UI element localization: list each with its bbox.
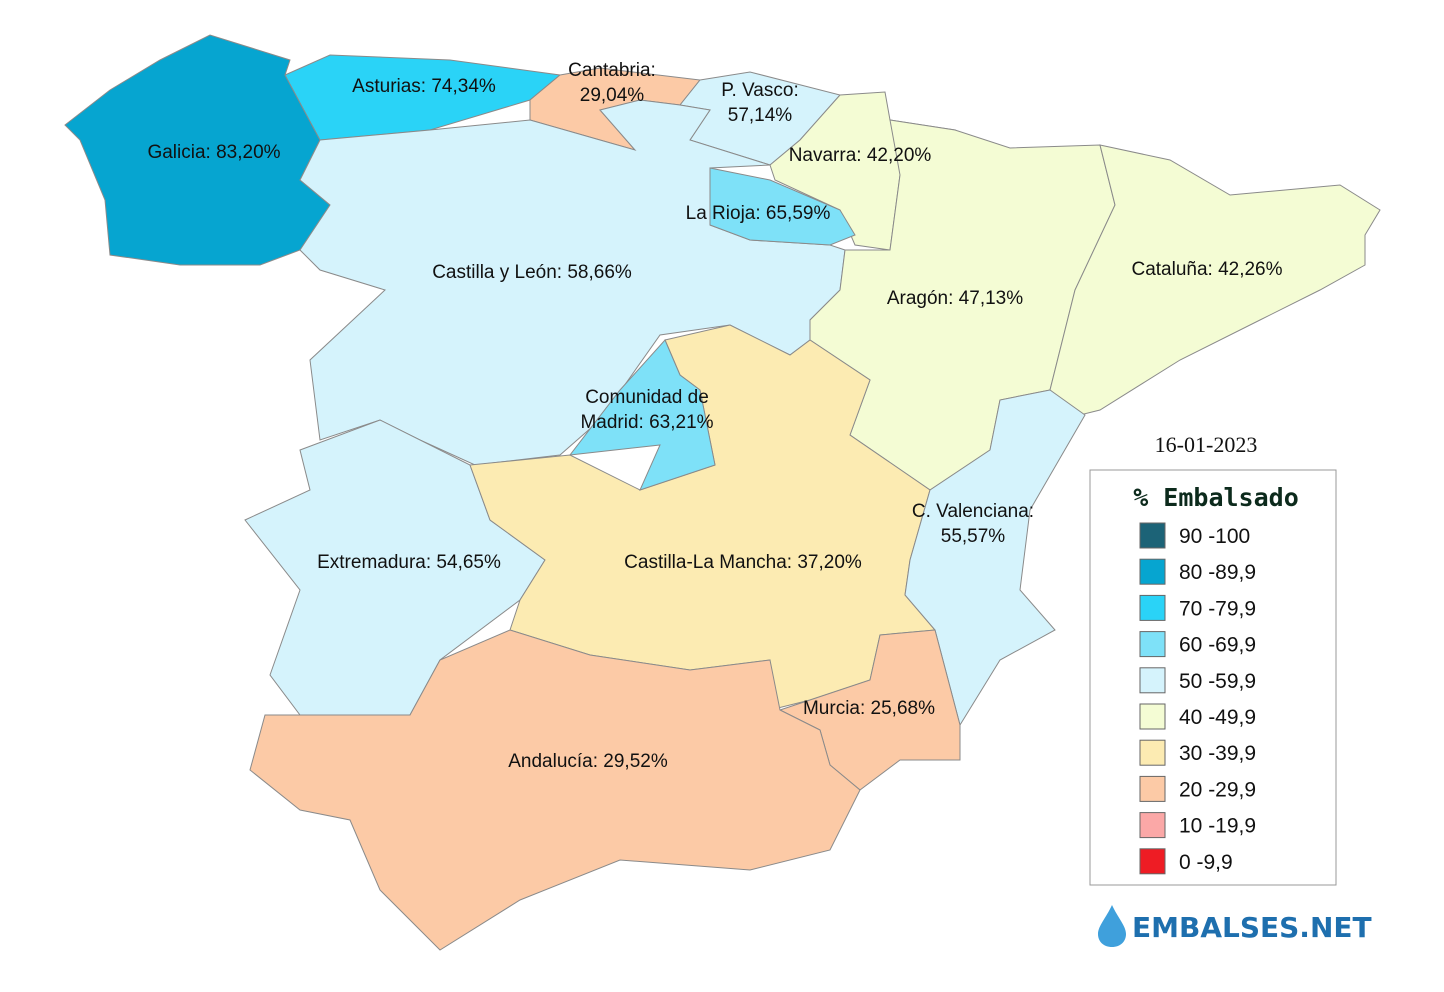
region-label-line: Cantabria: xyxy=(568,60,656,81)
region-label-line: Cataluña: 42,26% xyxy=(1131,259,1282,280)
region-labels: Galicia: 83,20% Asturias: 74,34% Cantabr… xyxy=(147,60,1282,772)
region xyxy=(568,339,716,491)
region-label-line: Madrid: 63,21% xyxy=(580,412,713,433)
region xyxy=(904,389,1086,727)
logo: EMBALSES.NET xyxy=(1098,905,1372,947)
legend-label: 20 -29,9 xyxy=(1179,778,1256,801)
region-label: Andalucía: 29,52% xyxy=(508,751,668,772)
region-label-line: Castilla y León: 58,66% xyxy=(432,262,632,283)
legend-label: 80 -89,9 xyxy=(1179,561,1256,584)
regions xyxy=(64,34,1381,951)
legend-swatch xyxy=(1139,594,1166,621)
legend: % Embalsado 90 -100 80 -89,9 70 -79,9 60 -6… xyxy=(1089,469,1337,886)
region-label-line: Aragón: 47,13% xyxy=(887,288,1023,309)
legend-swatch xyxy=(1139,848,1166,875)
legend-label: 70 -79,9 xyxy=(1179,597,1256,620)
region-label-line: Extremadura: 54,65% xyxy=(317,552,501,573)
region-label-line: 29,04% xyxy=(580,85,645,106)
legend-label: 30 -39,9 xyxy=(1179,742,1256,765)
legend-swatch xyxy=(1139,558,1166,585)
legend-swatch xyxy=(1139,703,1166,730)
region xyxy=(709,167,856,246)
region-label-line: Asturias: 74,34% xyxy=(352,76,496,97)
region-label: Castilla y León: 58,66% xyxy=(432,262,632,283)
logo-text: EMBALSES.NET xyxy=(1132,911,1372,944)
region-label: C. Valenciana: 55,57% xyxy=(912,501,1034,547)
legend-label: 40 -49,9 xyxy=(1179,706,1256,729)
region-label: Comunidad de Madrid: 63,21% xyxy=(580,387,713,433)
logo-drop xyxy=(1098,905,1126,947)
region-label-line: Castilla-La Mancha: 37,20% xyxy=(624,552,862,573)
legend-swatch xyxy=(1139,522,1166,549)
date: 16-01-2023 xyxy=(1155,432,1258,457)
region-label-line: P. Vasco: xyxy=(721,80,798,101)
region-label: Navarra: 42,20% xyxy=(789,145,932,166)
region-label-line: Andalucía: 29,52% xyxy=(508,751,668,772)
region-label-line: Galicia: 83,20% xyxy=(147,142,280,163)
region-label: Cantabria: 29,04% xyxy=(568,60,656,106)
legend-swatch xyxy=(1139,631,1166,658)
region-label: Murcia: 25,68% xyxy=(803,698,935,719)
legend-title: % Embalsado xyxy=(1133,483,1299,512)
region xyxy=(1049,144,1381,416)
region-label: La Rioja: 65,59% xyxy=(686,203,831,224)
legend-label: 0 -9,9 xyxy=(1179,851,1233,874)
region-label: Extremadura: 54,65% xyxy=(317,552,501,573)
region-label-line: 55,57% xyxy=(941,526,1006,547)
legend-swatch xyxy=(1139,775,1166,802)
region-label: Galicia: 83,20% xyxy=(147,142,280,163)
legend-label: 60 -69,9 xyxy=(1179,634,1256,657)
legend-box xyxy=(1089,469,1337,886)
region-label: P. Vasco: 57,14% xyxy=(721,80,798,126)
region-label-line: Navarra: 42,20% xyxy=(789,145,932,166)
region-label: Castilla-La Mancha: 37,20% xyxy=(624,552,862,573)
region-label-line: C. Valenciana: xyxy=(912,501,1034,522)
legend-swatch xyxy=(1139,812,1166,839)
legend-label: 50 -59,9 xyxy=(1179,670,1256,693)
legend-swatch xyxy=(1139,667,1166,694)
region-label-line: Murcia: 25,68% xyxy=(803,698,935,719)
legend-label: 90 -100 xyxy=(1179,525,1250,548)
region-label-line: 57,14% xyxy=(728,105,793,126)
region-label: Aragón: 47,13% xyxy=(887,288,1023,309)
legend-swatch xyxy=(1139,739,1166,766)
region-label-line: Comunidad de xyxy=(585,387,709,408)
region-label: Asturias: 74,34% xyxy=(352,76,496,97)
legend-label: 10 -19,9 xyxy=(1179,815,1256,838)
region-label-line: La Rioja: 65,59% xyxy=(686,203,831,224)
region-label: Cataluña: 42,26% xyxy=(1131,259,1282,280)
region xyxy=(249,629,861,951)
